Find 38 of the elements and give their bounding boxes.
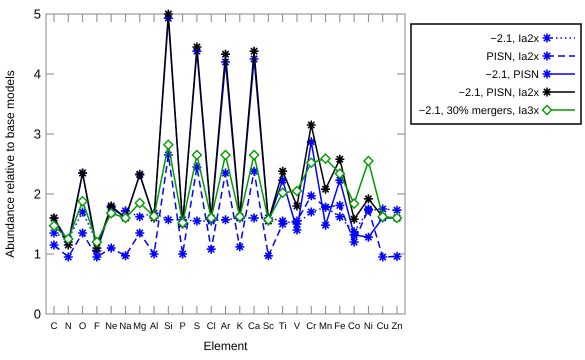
legend-label: −2.1, Ia2x (490, 32, 540, 45)
x-tick-label: Ti (278, 321, 286, 332)
x-tick-label: Sc (262, 321, 274, 332)
x-tick-label: Mg (133, 321, 146, 332)
x-tick-label: N (64, 321, 72, 332)
legend-label: −2.1, PISN (485, 68, 540, 81)
x-tick-label: Al (150, 321, 158, 332)
x-tick-label: O (78, 321, 86, 332)
y-tick-label: 5 (34, 6, 41, 22)
x-tick-label: P (179, 321, 186, 332)
x-tick-label: Cu (376, 321, 389, 332)
x-tick-label: F (94, 321, 100, 332)
x-tick-label: Ca (248, 321, 261, 332)
y-tick-label: 0 (34, 306, 41, 322)
y-tick-label: 2 (34, 186, 41, 202)
legend-label: PISN, Ia2x (486, 50, 540, 63)
x-tick-label: C (50, 321, 58, 332)
x-tick-label: Ar (220, 321, 230, 332)
x-tick-label: Cl (206, 321, 216, 332)
x-tick-label: Ni (364, 321, 373, 332)
x-tick-label: Zn (391, 321, 403, 332)
y-tick-label: 1 (34, 246, 41, 262)
x-tick-label: Ne (105, 321, 118, 332)
x-tick-label: S (194, 321, 200, 332)
x-tick-label: Cr (306, 321, 316, 332)
x-tick-label: Co (348, 321, 360, 332)
x-tick-label: Si (164, 321, 173, 332)
y-tick-label: 4 (34, 66, 41, 82)
legend-label: −2.1, PISN, Ia2x (458, 86, 540, 99)
x-tick-label: Fe (334, 321, 346, 332)
x-tick-label: K (236, 321, 244, 332)
x-tick-label: V (294, 321, 301, 332)
legend-label: −2.1, 30% mergers, Ia3x (418, 104, 540, 117)
x-tick-label: Mn (318, 321, 332, 332)
y-axis-title: Abundance relative to base models (3, 70, 17, 258)
y-tick-label: 3 (34, 126, 41, 142)
x-tick-label: Na (119, 321, 132, 332)
x-axis-title: Element (203, 339, 248, 353)
